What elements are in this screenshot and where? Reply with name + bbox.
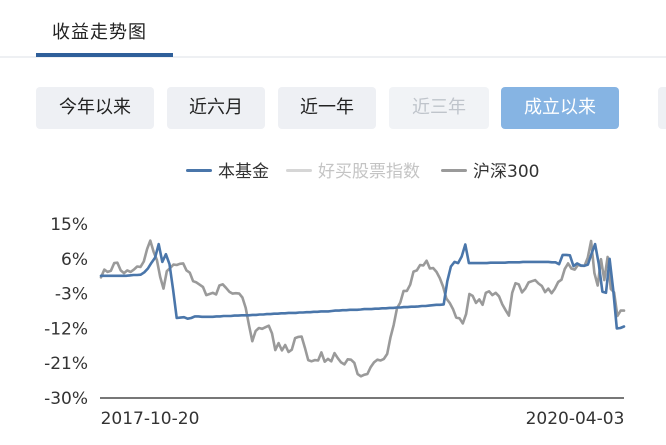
next-panel-edge [658, 87, 666, 129]
legend-label-fund: 本基金 [218, 162, 269, 182]
series-line-fund [99, 242, 626, 330]
range-button-6m[interactable]: 近六月 [167, 87, 265, 129]
tab-performance-trend[interactable]: 收益走势图 [52, 22, 147, 43]
legend-item-index[interactable]: 好买股票指数 [286, 160, 420, 184]
y-tick-label: -3% [55, 285, 88, 305]
performance-line-chart: 15% 6% -3% -12% -21% -30% 2017-10-20 2020-04-… [44, 215, 626, 429]
legend-label-index: 好买股票指数 [318, 162, 420, 182]
y-tick-label: -30% [44, 389, 88, 409]
legend-swatch-fund [186, 168, 212, 172]
range-button-ytd[interactable]: 今年以来 [36, 87, 154, 129]
chart-legend: 本基金 好买股票指数 沪深300 [0, 160, 666, 184]
active-tab-indicator [36, 53, 173, 57]
legend-item-hs300[interactable]: 沪深300 [441, 160, 539, 184]
legend-label-hs300: 沪深300 [473, 162, 540, 182]
x-axis-start-label: 2017-10-20 [101, 409, 200, 429]
range-button-since-inception[interactable]: 成立以来 [501, 87, 619, 129]
range-button-1y[interactable]: 近一年 [278, 87, 376, 129]
legend-swatch-index [286, 168, 312, 172]
y-tick-label: 15% [50, 215, 88, 235]
y-tick-label: -12% [44, 319, 88, 339]
tab-bar: 收益走势图 [0, 0, 666, 58]
legend-item-fund[interactable]: 本基金 [186, 160, 269, 184]
series-line-hs300 [99, 239, 626, 378]
legend-swatch-hs300 [441, 168, 467, 172]
series-layer [99, 239, 626, 378]
y-tick-label: -21% [44, 354, 88, 374]
y-axis: 15% 6% -3% -12% -21% -30% [44, 215, 88, 409]
y-tick-label: 6% [61, 250, 88, 270]
range-button-3y: 近三年 [389, 87, 489, 129]
x-axis-end-label: 2020-04-03 [526, 409, 625, 429]
